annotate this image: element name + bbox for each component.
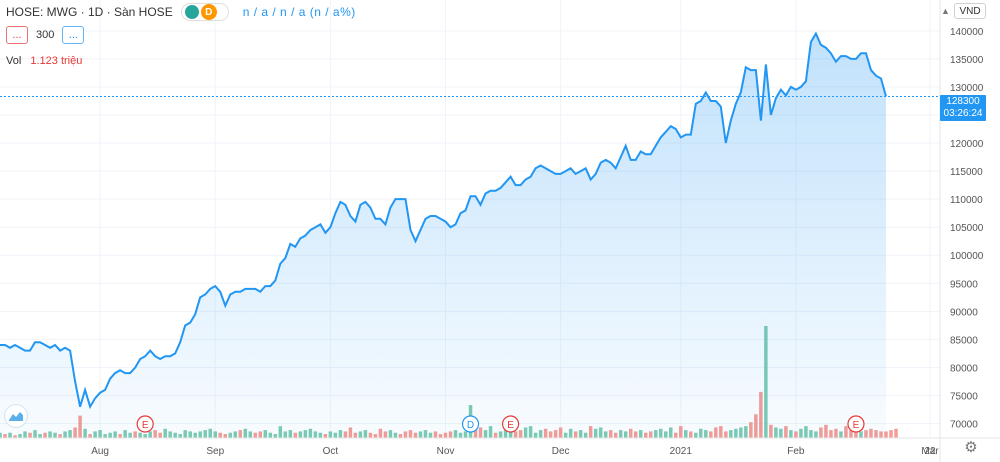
y-tick-label: 105000 (950, 223, 984, 234)
indicator-more-button[interactable]: ... (62, 26, 85, 44)
ohlc-values: n / a / n / a (n / a%) (242, 5, 356, 19)
current-price-tag: 128300 03:26:24 (940, 95, 986, 121)
chevron-up-icon[interactable]: ▲ (941, 6, 950, 16)
x-tick-label: 22 (924, 446, 936, 457)
volume-legend: Vol 1.123 triệu (6, 55, 82, 67)
x-tick-label: Dec (552, 446, 570, 457)
y-tick-label: 110000 (950, 195, 983, 206)
volume-label: Vol (6, 55, 22, 67)
event-label: E (142, 420, 149, 431)
y-tick-label: 130000 (950, 83, 984, 94)
indicator-value: 300 (36, 29, 55, 41)
gridlines (0, 0, 940, 438)
earnings-marker[interactable]: E (847, 415, 865, 433)
y-tick-label: 85000 (950, 335, 978, 346)
current-price: 128300 (946, 96, 980, 107)
y-tick-label: 75000 (950, 392, 978, 403)
x-tick-label: Aug (91, 446, 109, 457)
tradingview-logo-icon[interactable] (4, 404, 28, 428)
indicator-settings-button[interactable]: ... (6, 26, 28, 44)
volume-bar (894, 428, 898, 438)
event-label: D (467, 420, 474, 431)
currency-selector[interactable]: VND (954, 3, 986, 19)
status-pill: D (180, 3, 229, 21)
x-tick-label: Mar (921, 446, 939, 457)
chart-header: HOSE: MWG · 1D · Sàn HOSE D n / a / n / … (6, 3, 356, 21)
y-tick-label: 90000 (950, 307, 978, 318)
y-tick-label: 95000 (950, 279, 978, 290)
y-tick-label: 135000 (950, 55, 984, 66)
x-tick-label: Sep (206, 446, 224, 457)
y-tick-label: 80000 (950, 363, 978, 374)
price-line (0, 31, 887, 410)
earnings-marker[interactable]: E (136, 415, 154, 433)
x-tick-label: Oct (323, 446, 339, 457)
x-tick-label: Feb (787, 446, 805, 457)
price-axis: 70000 75000 80000 85000 90000 95000 100000 1050… (939, 0, 984, 462)
indicator-row: ... 300 ... (6, 26, 85, 44)
y-tick-label: 100000 (950, 251, 984, 262)
dividend-marker[interactable]: D (461, 415, 480, 433)
y-tick-label: 120000 (950, 139, 984, 150)
y-tick-label: 70000 (950, 420, 978, 431)
event-label: E (507, 420, 514, 431)
market-status-icon (184, 5, 199, 19)
x-tick-label: 2021 (670, 446, 693, 457)
delay-badge: D (200, 4, 217, 20)
earnings-marker[interactable]: E (501, 415, 520, 433)
countdown-timer: 03:26:24 (943, 108, 983, 119)
volume-bar (889, 430, 893, 438)
volume-value: 1.123 triệu (30, 55, 83, 67)
symbol-title[interactable]: HOSE: MWG · 1D · Sàn HOSE (6, 5, 173, 19)
y-tick-label: 115000 (950, 167, 983, 178)
x-tick-label: Nov (437, 446, 455, 457)
event-label: E (853, 420, 860, 431)
y-tick-label: 140000 (950, 27, 984, 38)
price-area (0, 33, 886, 438)
gear-icon[interactable]: ⚙ (964, 439, 978, 456)
